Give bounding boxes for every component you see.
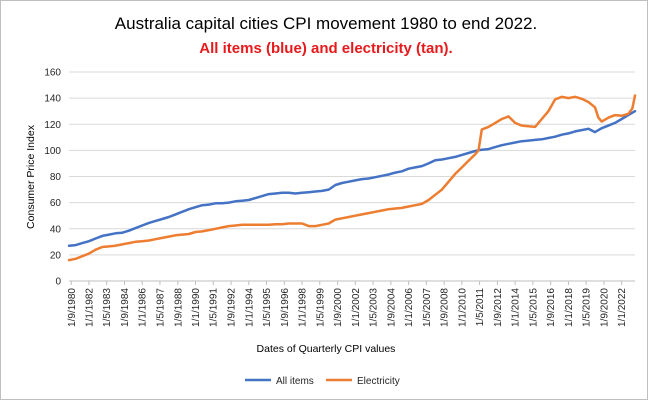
x-tick-label: 1/9/1996 <box>280 288 291 327</box>
y-tick-label: 160 <box>44 68 61 79</box>
y-axis-title: Consumer Price Index <box>25 124 37 229</box>
x-tick-label: 1/5/2011 <box>475 288 486 327</box>
x-tick-label: 1/9/2000 <box>333 288 344 327</box>
x-tick-label: 1/1/1982 <box>84 288 95 327</box>
x-tick-label: 1/1/1986 <box>138 288 149 327</box>
y-tick-label: 120 <box>44 120 61 131</box>
x-tick-label: 1/1/1990 <box>191 288 202 327</box>
x-tick-label: 1/1/1994 <box>244 288 255 327</box>
x-tick-label: 1/5/2007 <box>422 288 433 327</box>
x-tick-label: 1/9/2012 <box>493 288 504 327</box>
x-tick-label: 1/5/2015 <box>528 288 539 327</box>
x-tick-label: 1/5/2003 <box>369 288 380 327</box>
axes: 0 20 40 60 80 100 120 140 160 1/9/1980 1/1/1982 1/5… <box>44 68 635 327</box>
y-tick-label: 60 <box>50 198 62 209</box>
x-tick-label: 1/1/2022 <box>617 288 628 327</box>
chart-title: Australia capital cities CPI movement 19… <box>115 14 537 33</box>
x-tick-label: 1/1/1998 <box>298 288 309 327</box>
x-tick-label: 1/9/1984 <box>120 288 131 327</box>
y-tick-label: 140 <box>44 94 61 105</box>
x-tick-label: 1/5/1991 <box>209 288 220 327</box>
x-tick-label: 1/9/1988 <box>173 288 184 327</box>
y-tick-label: 20 <box>50 250 62 261</box>
x-tick-label: 1/5/1983 <box>102 288 113 327</box>
x-tick-label: 1/9/2020 <box>599 288 610 327</box>
x-tick-label: 1/5/1999 <box>315 288 326 327</box>
x-tick-label: 1/9/1980 <box>67 288 78 327</box>
x-tick-label: 1/9/2008 <box>440 288 451 327</box>
x-tick-label: 1/5/1987 <box>155 288 166 327</box>
legend-label-electricity: Electricity <box>357 376 400 387</box>
chart-subtitle: All items (blue) and electricity (tan). <box>199 40 452 57</box>
legend-label-all-items: All items <box>276 376 314 387</box>
y-tick-label: 100 <box>44 146 61 157</box>
x-tick-label: 1/5/2019 <box>582 288 593 327</box>
legend: All items Electricity <box>245 376 400 387</box>
x-tick-label: 1/1/2010 <box>457 288 468 327</box>
x-tick-label: 1/1/2014 <box>511 288 522 327</box>
x-axis-title: Dates of Quarterly CPI values <box>257 343 396 355</box>
series-line-electricity <box>67 94 637 262</box>
x-tick-label: 1/9/1992 <box>227 288 238 327</box>
x-tick-label: 1/5/1995 <box>262 288 273 327</box>
x-tick-label: 1/9/2016 <box>546 288 557 327</box>
gridlines <box>69 71 635 282</box>
y-tick-label: 80 <box>50 172 62 183</box>
x-tick-label: 1/1/2002 <box>351 288 362 327</box>
x-tick-label: 1/1/2006 <box>404 288 415 327</box>
y-tick-label: 0 <box>55 277 61 288</box>
x-tick-label: 1/9/2004 <box>386 288 397 327</box>
y-tick-label: 40 <box>50 224 62 235</box>
series-line-all-items <box>67 109 637 247</box>
series-lines <box>67 94 637 262</box>
x-tick-label: 1/1/2018 <box>564 288 575 327</box>
